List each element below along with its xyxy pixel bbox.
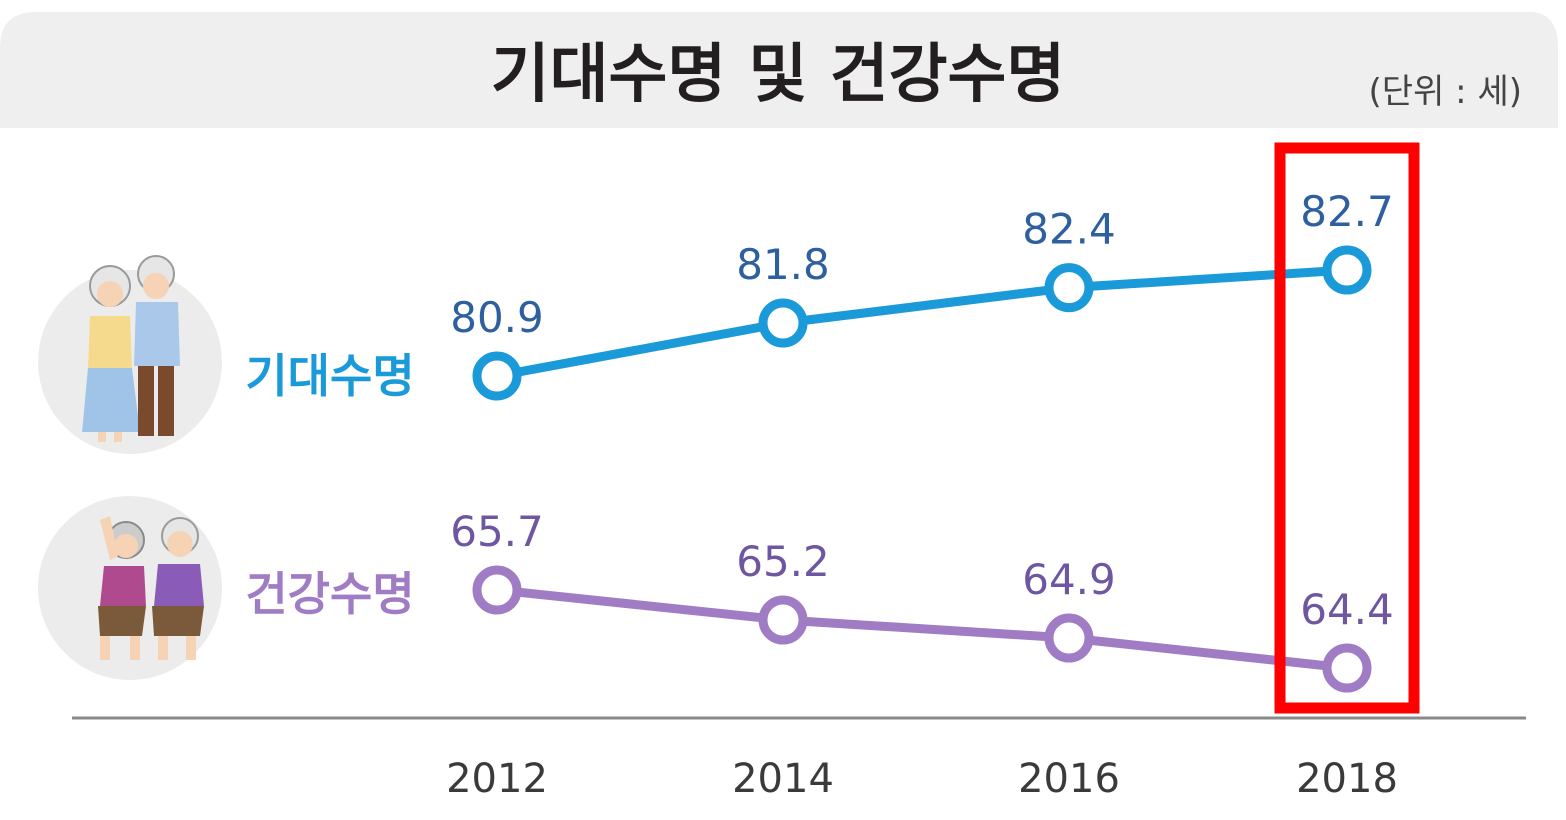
data-label: 64.9 — [1022, 555, 1116, 604]
data-point — [1044, 613, 1094, 663]
series-points — [472, 245, 1372, 693]
series-lines — [496, 265, 1348, 673]
exercising-couple-icon — [38, 496, 222, 680]
x-tick-label: 2018 — [1296, 756, 1398, 802]
elderly-couple-icon — [38, 255, 222, 454]
highlight-box — [1274, 142, 1420, 714]
data-point — [1322, 643, 1372, 693]
x-tick-label: 2014 — [732, 756, 834, 802]
data-label: 80.9 — [450, 293, 544, 342]
chart-title: 기대수명 및 건강수명 — [491, 38, 1065, 112]
data-label: 82.4 — [1022, 205, 1116, 254]
data-label: 65.7 — [450, 507, 544, 556]
data-label: 65.2 — [736, 537, 830, 586]
series-label-healthy-life-expectancy: 건강수명 — [245, 567, 414, 621]
data-labels: 80.9 81.8 82.4 82.7 65.7 65.2 64.9 64.4 — [450, 187, 1394, 634]
data-point — [758, 595, 808, 645]
unit-label: (단위 : 세) — [1369, 72, 1522, 112]
series-line-0 — [496, 265, 1348, 381]
data-point — [1322, 245, 1372, 295]
data-point — [472, 351, 522, 401]
series-label-life-expectancy: 기대수명 — [245, 349, 414, 403]
data-point — [1044, 263, 1094, 313]
data-label: 82.7 — [1300, 187, 1394, 236]
header-band — [0, 12, 1558, 128]
x-axis-ticks: 2012 2014 2016 2018 — [446, 756, 1398, 802]
x-tick-label: 2016 — [1018, 756, 1120, 802]
data-label: 81.8 — [736, 240, 830, 289]
data-label: 64.4 — [1300, 585, 1394, 634]
x-tick-label: 2012 — [446, 756, 548, 802]
data-point — [758, 298, 808, 348]
data-point — [472, 565, 522, 615]
series-line-1 — [496, 585, 1348, 673]
